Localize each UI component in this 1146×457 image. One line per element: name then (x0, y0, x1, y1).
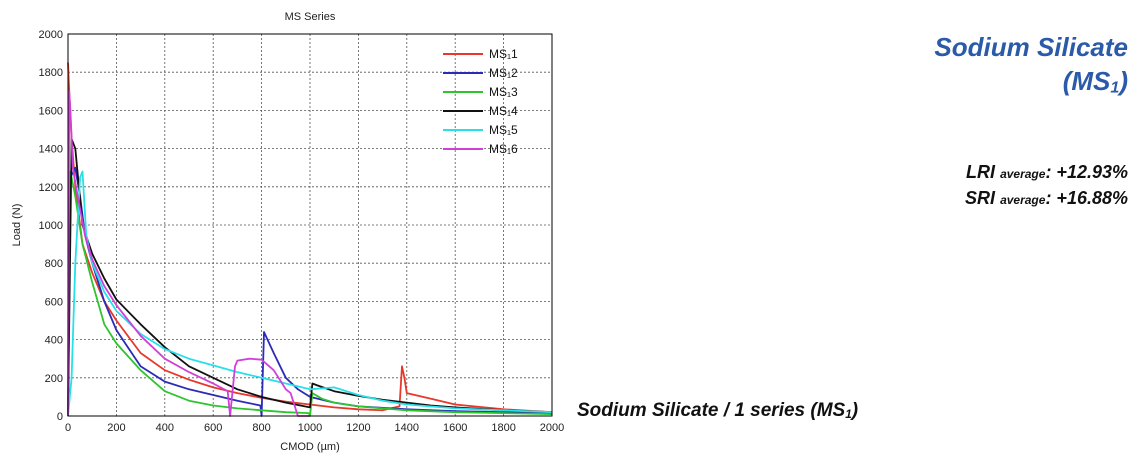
x-tick-label: 1400 (395, 422, 419, 434)
x-tick-label: 1800 (491, 422, 515, 434)
x-axis-ticks: 0 200 400 600 800 1000 1200 1400 1600 1800 2000 (65, 422, 564, 434)
x-tick-label: 2000 (540, 422, 564, 434)
x-tick-label: 1600 (443, 422, 467, 434)
caption-close: ) (851, 400, 859, 421)
series-lines (67, 62, 553, 417)
x-tick-label: 0 (65, 422, 71, 434)
legend-label: MS₁6 (489, 142, 518, 156)
ms-series-chart: MS Series 0 200 400 600 800 1000 1200 1400 1600 1… (11, 11, 564, 453)
sample-title: Sodium Silicate (MS1) (934, 30, 1128, 104)
x-tick-label: 1200 (346, 422, 370, 434)
caption-subscript: 1 (845, 407, 852, 421)
legend: MS₁1 MS₁2 MS₁3 MS₁4 MS₁5 MS₁6 (443, 47, 518, 156)
y-tick-label: 600 (45, 296, 63, 308)
lri-sub: average (1000, 167, 1046, 181)
y-tick-label: 0 (57, 411, 63, 423)
lri-value: : +12.93% (1045, 162, 1128, 182)
y-tick-label: 400 (45, 335, 63, 347)
metrics-block: LRI average: +12.93% SRI average: +16.88… (965, 160, 1128, 212)
legend-label: MS₁2 (489, 66, 518, 80)
y-tick-label: 200 (45, 373, 63, 385)
legend-label: MS₁3 (489, 85, 518, 99)
chart-caption: Sodium Silicate / 1 series (MS1) (577, 400, 858, 422)
x-tick-label: 200 (107, 422, 125, 434)
y-axis-ticks: 0 200 400 600 800 1000 1200 1400 1600 1800 2000 (39, 29, 63, 423)
sample-title-line2: (MS1) (934, 64, 1128, 104)
y-tick-label: 1200 (39, 182, 63, 194)
y-tick-label: 1600 (39, 105, 63, 117)
legend-label: MS₁5 (489, 123, 518, 137)
y-tick-label: 1000 (39, 220, 63, 232)
chart-title: MS Series (285, 11, 336, 23)
sample-title-line1: Sodium Silicate (934, 32, 1128, 62)
caption-text: Sodium Silicate / 1 series (MS (577, 400, 846, 421)
x-tick-label: 1000 (298, 422, 322, 434)
series-line-3 (67, 170, 553, 417)
sri-label: SRI (965, 188, 996, 208)
sample-code-subscript: 1 (1110, 78, 1120, 97)
series-line-4 (67, 138, 553, 417)
y-tick-label: 1400 (39, 144, 63, 156)
lri-label: LRI (966, 162, 996, 182)
y-tick-label: 2000 (39, 29, 63, 41)
legend-label: MS₁1 (489, 47, 518, 61)
x-tick-label: 400 (156, 422, 174, 434)
legend-label: MS₁4 (489, 104, 518, 118)
sri-metric: SRI average: +16.88% (965, 186, 1128, 212)
sample-code-close: ) (1119, 66, 1128, 96)
sri-value: : +16.88% (1045, 188, 1128, 208)
y-tick-label: 800 (45, 258, 63, 270)
series-line-6 (67, 90, 310, 417)
lri-metric: LRI average: +12.93% (965, 160, 1128, 186)
y-axis-label: Load (N) (11, 204, 23, 247)
y-tick-label: 1800 (39, 67, 63, 79)
x-tick-label: 600 (204, 422, 222, 434)
x-axis-label: CMOD (µm) (280, 441, 340, 453)
sri-sub: average (1000, 193, 1046, 207)
plot-frame (67, 33, 553, 417)
x-tick-label: 800 (252, 422, 270, 434)
series-line-5 (67, 170, 553, 417)
sample-code: (MS (1062, 66, 1111, 96)
